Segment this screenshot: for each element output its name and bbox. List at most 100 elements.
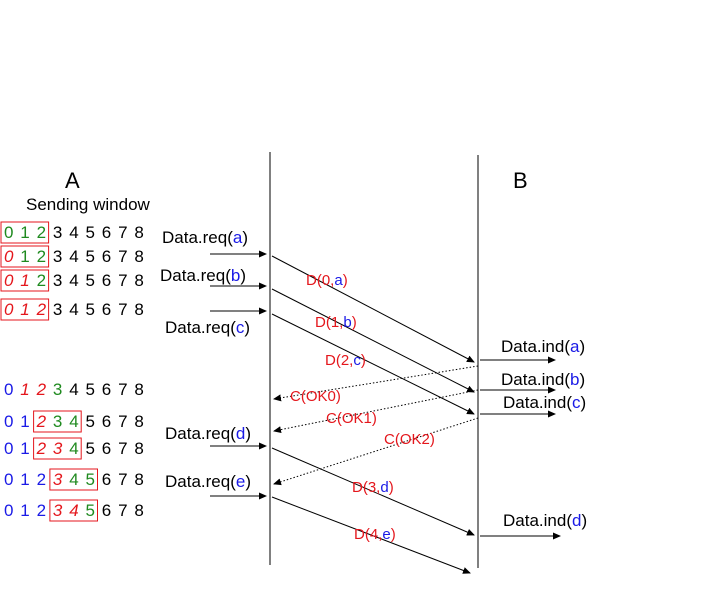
window-box xyxy=(33,410,82,433)
sequence-number: 1 xyxy=(20,501,29,520)
sequence-number: 1 xyxy=(20,247,29,266)
data-frame-label: D(4,e) xyxy=(354,526,396,543)
sequence-number: 5 xyxy=(86,501,95,520)
request-label: Data.req(b) xyxy=(160,266,246,285)
sequence-number: 5 xyxy=(86,380,95,399)
sequence-number: 2 xyxy=(36,300,47,319)
indication-label: Data.ind(d) xyxy=(503,511,587,530)
sequence-number: 1 xyxy=(20,439,29,458)
sequence-number: 5 xyxy=(86,300,95,319)
sequence-number: 8 xyxy=(134,412,143,431)
data-frame-label: D(2,c) xyxy=(325,352,366,369)
sequence-number: 4 xyxy=(69,271,78,290)
sequence-number: 2 xyxy=(37,247,46,266)
sequence-number: 4 xyxy=(69,380,78,399)
sequence-number: 4 xyxy=(69,439,78,458)
data-frame-arrow xyxy=(271,255,475,363)
sequence-number: 8 xyxy=(134,300,143,319)
sequence-number: 0 xyxy=(4,470,13,489)
sequence-number: 8 xyxy=(134,470,143,489)
sequence-number: 6 xyxy=(102,412,111,431)
sequence-number: 6 xyxy=(102,439,111,458)
data-frame-arrow xyxy=(271,496,471,574)
sequence-number: 0 xyxy=(4,501,13,520)
sequence-number: 2 xyxy=(36,380,47,399)
sequence-number: 3 xyxy=(53,380,62,399)
sequence-number: 3 xyxy=(53,412,62,431)
sequence-number: 5 xyxy=(86,470,95,489)
ack-label: C(OK0) xyxy=(290,388,341,405)
window-box xyxy=(0,245,50,268)
indication-label: Data.ind(c) xyxy=(503,393,586,412)
sequence-number: 4 xyxy=(69,300,78,319)
sequence-number: 7 xyxy=(118,247,127,266)
sequence-number: 4 xyxy=(69,470,78,489)
sequence-number: 1 xyxy=(20,223,29,242)
sequence-number: 6 xyxy=(102,470,111,489)
request-label: Data.req(e) xyxy=(165,472,251,491)
host-a-label: A xyxy=(65,168,80,193)
sequence-number: 6 xyxy=(102,380,111,399)
sequence-number: 0 xyxy=(4,247,14,266)
data-frame-arrow xyxy=(271,288,475,393)
sequence-number: 6 xyxy=(102,223,111,242)
sequence-number: 6 xyxy=(102,501,111,520)
ack-label: C(OK1) xyxy=(326,410,377,427)
request-label: Data.req(d) xyxy=(165,424,251,443)
sequence-number: 8 xyxy=(134,223,143,242)
data-frame-label: D(3,d) xyxy=(352,479,394,496)
sequence-number: 5 xyxy=(86,439,95,458)
window-box xyxy=(33,437,82,460)
sequence-number: 4 xyxy=(69,501,78,520)
sequence-number: 6 xyxy=(102,300,111,319)
window-box xyxy=(0,221,50,244)
sending-window-title: Sending window xyxy=(26,195,151,214)
sequence-number: 8 xyxy=(134,501,143,520)
sequence-number: 6 xyxy=(102,247,111,266)
sequence-number: 2 xyxy=(37,223,46,242)
sequence-number: 2 xyxy=(37,271,46,290)
sequence-number: 1 xyxy=(20,271,29,290)
sequence-number: 5 xyxy=(86,223,95,242)
sequence-number: 0 xyxy=(4,300,14,319)
sequence-number: 3 xyxy=(53,300,62,319)
sequence-number: 7 xyxy=(118,380,127,399)
window-rows: 0 1 2 3 4 5 6 7 80 1 2 3 4 5 6 7 80 1 2 3 4 5 6 7 80 1 2 3 4 5 6 7 80 1 2 3… xyxy=(0,221,144,522)
sequence-number: 0 xyxy=(4,412,13,431)
sequence-number: 7 xyxy=(118,223,127,242)
window-box xyxy=(0,298,50,321)
sequence-number: 3 xyxy=(53,271,62,290)
sequence-number: 8 xyxy=(134,247,143,266)
sequence-number: 7 xyxy=(118,501,127,520)
sequence-number: 1 xyxy=(20,412,29,431)
sequence-number: 3 xyxy=(53,223,62,242)
sequence-number: 2 xyxy=(36,412,47,431)
sequence-number: 8 xyxy=(134,380,143,399)
window-box xyxy=(49,468,98,491)
sequence-number: 3 xyxy=(53,470,63,489)
sequence-number: 5 xyxy=(86,271,95,290)
sequence-number: 1 xyxy=(20,470,29,489)
sequence-number: 2 xyxy=(37,501,46,520)
sequence-number: 5 xyxy=(86,247,95,266)
sequence-number: 7 xyxy=(118,412,127,431)
indication-label: Data.ind(b) xyxy=(501,370,585,389)
sequence-number: 0 xyxy=(4,271,14,290)
sequence-number: 8 xyxy=(134,439,143,458)
sequence-number: 3 xyxy=(53,501,63,520)
sequence-number: 7 xyxy=(118,300,127,319)
sequence-number: 4 xyxy=(69,223,78,242)
sequence-number: 3 xyxy=(53,247,62,266)
sequence-number: 4 xyxy=(69,247,78,266)
sequence-number: 0 xyxy=(4,223,13,242)
ack-arrow xyxy=(273,365,479,402)
ack-arrow xyxy=(273,417,479,486)
sequence-number: 3 xyxy=(53,439,63,458)
sequence-number: 6 xyxy=(102,271,111,290)
sequence-number: 5 xyxy=(86,412,95,431)
sequence-number: 8 xyxy=(134,271,143,290)
window-box xyxy=(0,269,50,292)
data-frame-label: D(1,b) xyxy=(315,314,357,331)
ack-label: C(OK2) xyxy=(384,431,435,448)
